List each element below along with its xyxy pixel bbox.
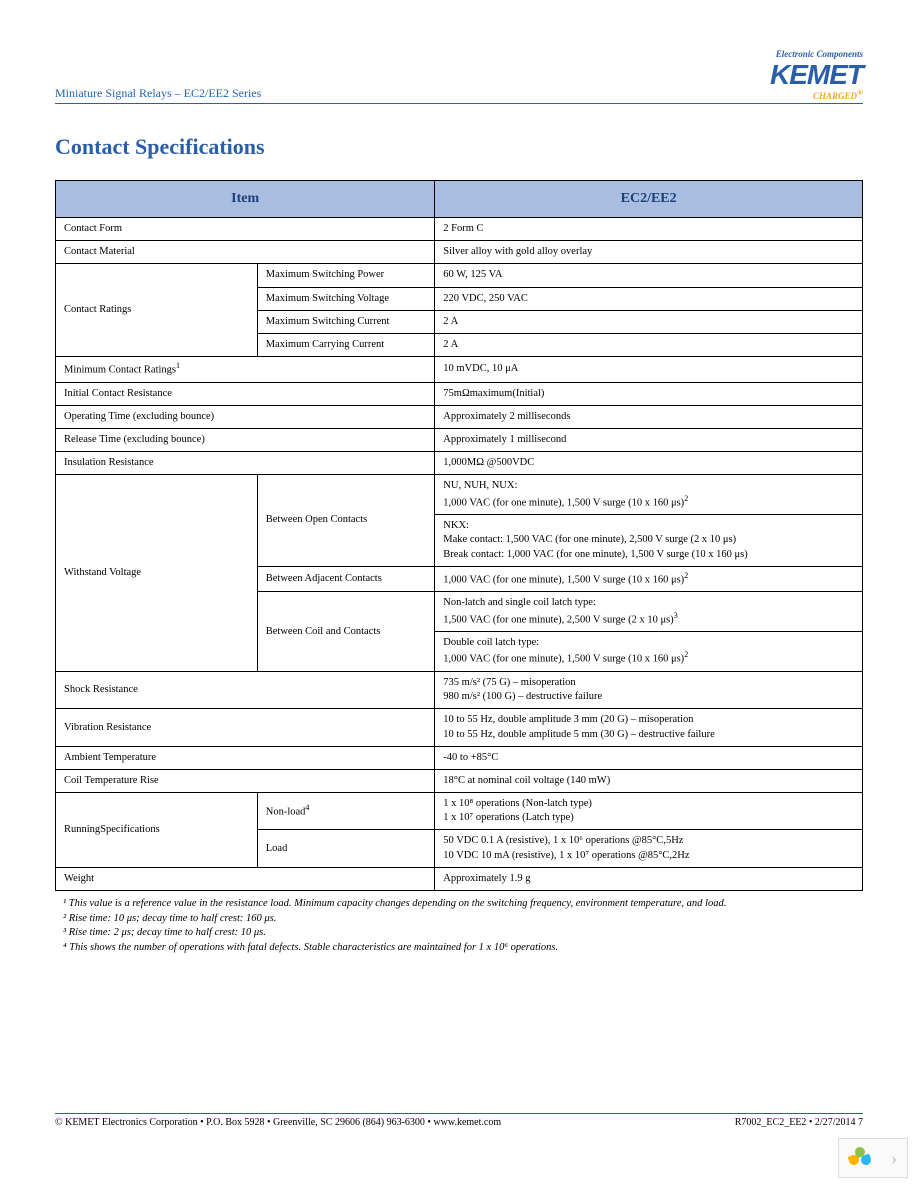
logo-wordmark: KEMET <box>770 61 863 89</box>
viewer-logo-icon <box>849 1147 871 1169</box>
cell-value: 2 A <box>435 310 863 333</box>
note-1: ¹ This value is a reference value in the… <box>63 897 863 912</box>
table-row: Initial Contact Resistance75mΩmaximum(In… <box>56 382 863 405</box>
table-row: Minimum Contact Ratings110 mVDC, 10 μA <box>56 357 863 383</box>
cell-subitem: Maximum Carrying Current <box>257 333 435 356</box>
page-header: Miniature Signal Relays – EC2/EE2 Series… <box>55 50 863 104</box>
cell-value: 1,000MΩ @500VDC <box>435 452 863 475</box>
cell-value: Non-latch and single coil latch type:1,5… <box>435 592 863 632</box>
cell-item: Insulation Resistance <box>56 452 435 475</box>
footer-right: R7002_EC2_EE2 • 2/27/2014 7 <box>735 1117 863 1128</box>
note-4: ⁴ This shows the number of operations wi… <box>63 941 863 956</box>
cell-subitem: Non-load4 <box>257 793 435 830</box>
th-item: Item <box>56 181 435 218</box>
kemet-logo: Electronic Components KEMET CHARGED® <box>770 50 863 101</box>
cell-value: Silver alloy with gold alloy overlay <box>435 241 863 264</box>
cell-item: Contact Ratings <box>56 264 258 357</box>
footnotes: ¹ This value is a reference value in the… <box>55 897 863 956</box>
next-page-icon[interactable]: › <box>891 1148 897 1169</box>
cell-subitem: Between Adjacent Contacts <box>257 566 435 592</box>
note-2: ² Rise time: 10 μs; decay time to half c… <box>63 912 863 927</box>
section-title: Contact Specifications <box>55 134 863 160</box>
th-value: EC2/EE2 <box>435 181 863 218</box>
cell-item: Contact Form <box>56 218 435 241</box>
cell-item: Withstand Voltage <box>56 475 258 672</box>
cell-item: Coil Temperature Rise <box>56 769 435 792</box>
cell-value: 75mΩmaximum(Initial) <box>435 382 863 405</box>
cell-value: Double coil latch type:1,000 VAC (for on… <box>435 632 863 672</box>
table-row: Shock Resistance735 m/s² (75 G) – misope… <box>56 672 863 709</box>
table-row: Coil Temperature Rise18°C at nominal coi… <box>56 769 863 792</box>
table-row: RunningSpecificationsNon-load41 x 10⁸ op… <box>56 793 863 830</box>
cell-value: 10 to 55 Hz, double amplitude 3 mm (20 G… <box>435 709 863 746</box>
cell-item: Minimum Contact Ratings1 <box>56 357 435 383</box>
cell-subitem: Maximum Switching Voltage <box>257 287 435 310</box>
cell-value: 220 VDC, 250 VAC <box>435 287 863 310</box>
cell-value: Approximately 1.9 g <box>435 867 863 890</box>
cell-item: Initial Contact Resistance <box>56 382 435 405</box>
table-row: Vibration Resistance10 to 55 Hz, double … <box>56 709 863 746</box>
cell-value: 10 mVDC, 10 μA <box>435 357 863 383</box>
cell-value: 2 A <box>435 333 863 356</box>
cell-value: 50 VDC 0.1 A (resistive), 1 x 10⁶ operat… <box>435 830 863 867</box>
cell-item: Shock Resistance <box>56 672 435 709</box>
table-row: Contact RatingsMaximum Switching Power60… <box>56 264 863 287</box>
cell-value: -40 to +85°C <box>435 746 863 769</box>
cell-value: Approximately 1 millisecond <box>435 429 863 452</box>
cell-value: Approximately 2 milliseconds <box>435 405 863 428</box>
cell-item: Operating Time (excluding bounce) <box>56 405 435 428</box>
cell-subitem: Between Open Contacts <box>257 475 435 566</box>
cell-item: Contact Material <box>56 241 435 264</box>
table-row: Withstand VoltageBetween Open ContactsNU… <box>56 475 863 515</box>
viewer-widget[interactable]: › <box>838 1138 908 1178</box>
cell-item: Weight <box>56 867 435 890</box>
cell-subitem: Maximum Switching Current <box>257 310 435 333</box>
table-row: Contact Form2 Form C <box>56 218 863 241</box>
cell-value: 1 x 10⁸ operations (Non-latch type)1 x 1… <box>435 793 863 830</box>
logo-tagline-bottom: CHARGED® <box>770 89 863 101</box>
table-row: Contact MaterialSilver alloy with gold a… <box>56 241 863 264</box>
cell-value: NKX:Make contact: 1,500 VAC (for one min… <box>435 515 863 567</box>
cell-value: 60 W, 125 VA <box>435 264 863 287</box>
cell-value: 2 Form C <box>435 218 863 241</box>
table-row: Operating Time (excluding bounce)Approxi… <box>56 405 863 428</box>
footer-left: © KEMET Electronics Corporation • P.O. B… <box>55 1117 501 1128</box>
cell-item: Release Time (excluding bounce) <box>56 429 435 452</box>
cell-value: 1,000 VAC (for one minute), 1,500 V surg… <box>435 566 863 592</box>
cell-value: 18°C at nominal coil voltage (140 mW) <box>435 769 863 792</box>
cell-item: RunningSpecifications <box>56 793 258 868</box>
table-row: Ambient Temperature-40 to +85°C <box>56 746 863 769</box>
cell-subitem: Maximum Switching Power <box>257 264 435 287</box>
table-row: WeightApproximately 1.9 g <box>56 867 863 890</box>
cell-subitem: Load <box>257 830 435 867</box>
logo-tagline-top: Electronic Components <box>770 50 863 59</box>
cell-item: Ambient Temperature <box>56 746 435 769</box>
spec-table: Item EC2/EE2 Contact Form2 Form CContact… <box>55 180 863 891</box>
table-row: Insulation Resistance1,000MΩ @500VDC <box>56 452 863 475</box>
series-title: Miniature Signal Relays – EC2/EE2 Series <box>55 86 261 101</box>
table-row: Release Time (excluding bounce)Approxima… <box>56 429 863 452</box>
table-header-row: Item EC2/EE2 <box>56 181 863 218</box>
cell-value: 735 m/s² (75 G) – misoperation980 m/s² (… <box>435 672 863 709</box>
note-3: ³ Rise time: 2 μs; decay time to half cr… <box>63 926 863 941</box>
cell-value: NU, NUH, NUX:1,000 VAC (for one minute),… <box>435 475 863 515</box>
cell-subitem: Between Coil and Contacts <box>257 592 435 672</box>
page-footer: © KEMET Electronics Corporation • P.O. B… <box>55 1113 863 1128</box>
cell-item: Vibration Resistance <box>56 709 435 746</box>
